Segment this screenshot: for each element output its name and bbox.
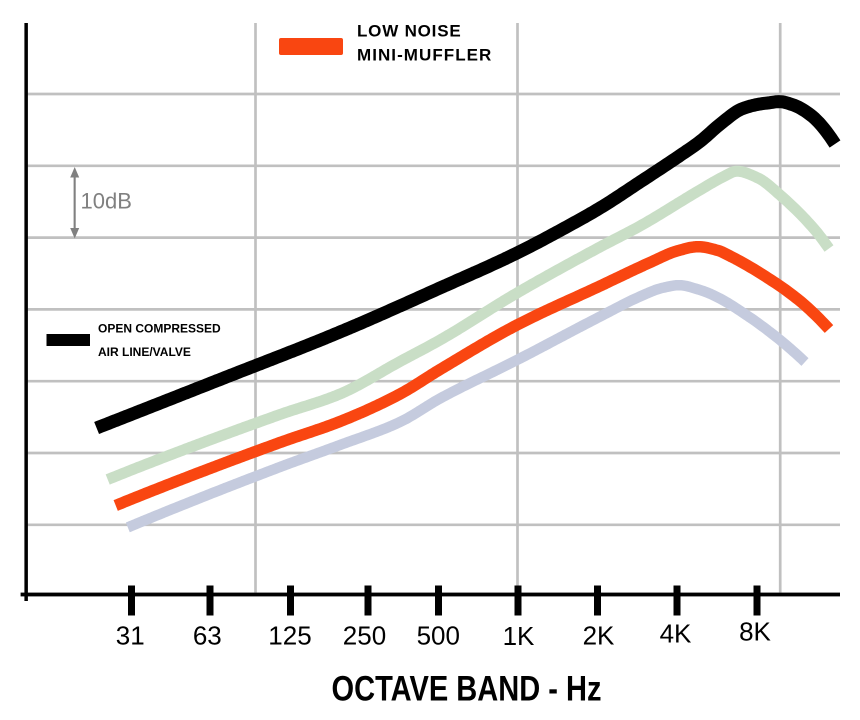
svg-text:8K: 8K	[739, 617, 771, 647]
svg-text:125: 125	[268, 621, 311, 651]
svg-text:500: 500	[417, 621, 460, 651]
svg-text:AIR LINE/VALVE: AIR LINE/VALVE	[98, 345, 191, 359]
svg-text:10dB: 10dB	[81, 189, 132, 214]
svg-text:LOW NOISE: LOW NOISE	[357, 22, 461, 41]
svg-text:31: 31	[116, 621, 145, 651]
svg-text:63: 63	[193, 621, 222, 651]
svg-text:OCTAVE BAND - Hz: OCTAVE BAND - Hz	[332, 669, 602, 708]
svg-text:2K: 2K	[583, 621, 615, 651]
svg-text:250: 250	[343, 621, 386, 651]
svg-text:4K: 4K	[660, 619, 692, 649]
svg-text:MINI-MUFFLER: MINI-MUFFLER	[357, 46, 492, 65]
svg-text:OPEN COMPRESSED: OPEN COMPRESSED	[98, 322, 221, 336]
svg-text:1K: 1K	[503, 621, 535, 651]
